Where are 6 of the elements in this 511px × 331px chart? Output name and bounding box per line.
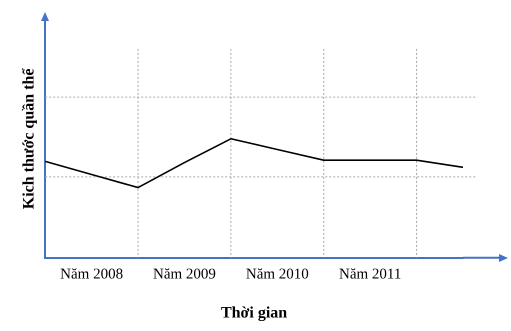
x-tick-label: Năm 2010 <box>246 266 309 283</box>
x-tick-label: Năm 2011 <box>338 266 402 283</box>
y-axis-title: Kich thước quần thể <box>20 68 38 210</box>
x-axis-title: Thời gian <box>220 304 288 322</box>
x-tick-label: Năm 2008 <box>60 266 124 283</box>
x-tick-label: Năm 2009 <box>153 266 216 283</box>
